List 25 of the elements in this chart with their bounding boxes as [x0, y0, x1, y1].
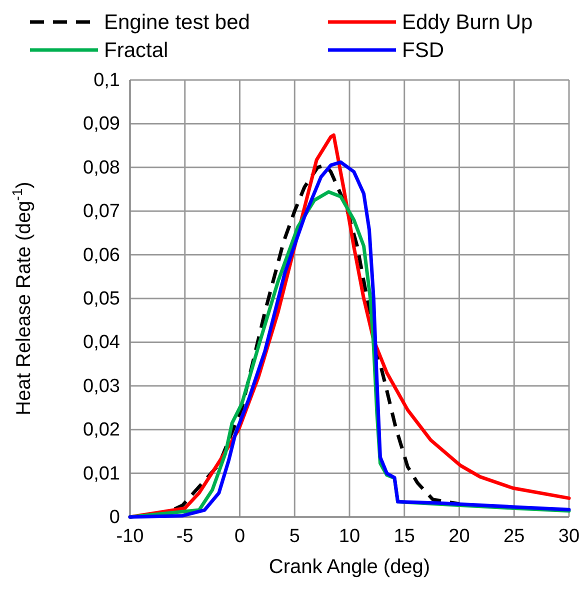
y-tick-label: 0,08 — [83, 157, 120, 178]
y-tick-label: 0,02 — [83, 420, 120, 441]
y-tick-label: 0,03 — [83, 376, 120, 397]
legend-label: FSD — [402, 39, 444, 62]
y-tick-label: 0 — [109, 507, 120, 528]
x-tick-label: 5 — [289, 526, 300, 547]
legend-label: Fractal — [104, 39, 168, 62]
y-tick-label: 0,09 — [83, 114, 120, 135]
y-tick-label: 0,01 — [83, 463, 120, 484]
x-tick-label: 0 — [234, 526, 246, 547]
y-tick-label: 0,05 — [83, 288, 120, 310]
x-tick-label: -5 — [176, 526, 194, 547]
legend-label: Engine test bed — [104, 11, 250, 34]
x-axis-title: Crank Angle (deg) — [268, 556, 430, 578]
x-tick-label: 20 — [448, 526, 470, 547]
x-tick-label: 30 — [558, 526, 580, 547]
legend-label: Eddy Burn Up — [402, 11, 533, 34]
y-tick-label: 0,07 — [83, 201, 120, 222]
x-tick-label: -10 — [116, 526, 144, 547]
x-tick-label: 25 — [504, 526, 525, 547]
x-tick-label: 15 — [394, 526, 415, 547]
x-tick-label: 10 — [338, 526, 360, 547]
y-tick-label: 0,06 — [83, 244, 120, 266]
y-tick-label: 0,04 — [83, 332, 120, 354]
y-tick-label: 0,1 — [94, 70, 120, 91]
